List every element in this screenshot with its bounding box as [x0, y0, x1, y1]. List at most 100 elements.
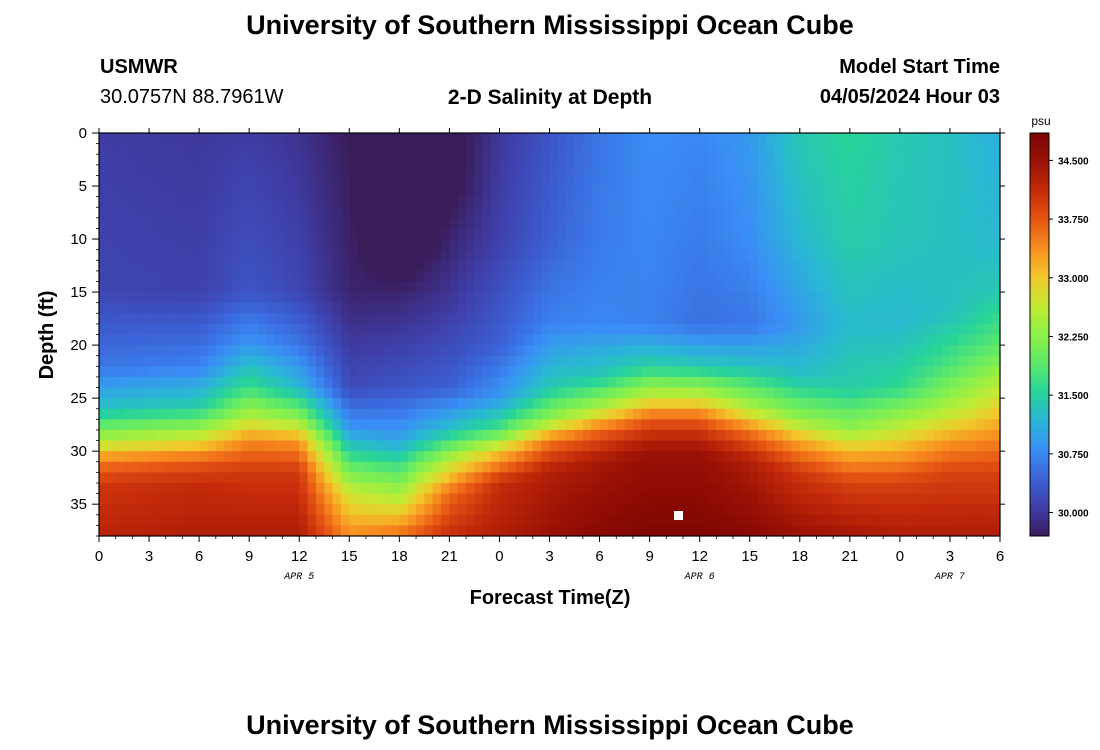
heatmap-cell [149, 196, 158, 208]
heatmap-cell [749, 472, 759, 484]
heatmap-cell [983, 249, 993, 261]
heatmap-cell [282, 504, 292, 516]
heatmap-cell [307, 217, 317, 229]
heatmap-cell [958, 387, 968, 399]
heatmap-cell [124, 525, 133, 537]
heatmap-cell [883, 525, 892, 537]
heatmap-cell [532, 387, 542, 399]
heatmap-cell [607, 217, 617, 229]
heatmap-cell [474, 133, 484, 145]
heatmap-cell [407, 133, 417, 145]
heatmap-cell [791, 228, 801, 240]
heatmap-cell [215, 302, 225, 314]
heatmap-cell [390, 472, 400, 484]
heatmap-cell [557, 514, 567, 526]
heatmap-cell [332, 270, 342, 282]
heatmap-cell [574, 260, 584, 272]
heatmap-cell [724, 514, 734, 526]
heatmap-cell [624, 366, 634, 378]
heatmap-cell [891, 239, 901, 251]
heatmap-cell [657, 302, 667, 314]
heatmap-cell [416, 175, 425, 187]
heatmap-cell [441, 270, 450, 282]
heatmap-cell [249, 440, 258, 452]
heatmap-cell [382, 196, 392, 208]
heatmap-cell [365, 164, 375, 176]
heatmap-cell [224, 525, 233, 537]
heatmap-cell [641, 345, 651, 357]
heatmap-cell [482, 429, 492, 441]
heatmap-cell [199, 376, 208, 388]
heatmap-cell [741, 175, 751, 187]
heatmap-cell [607, 292, 617, 304]
heatmap-cell [708, 387, 717, 399]
heatmap-cell [416, 302, 425, 314]
heatmap-cell [140, 514, 150, 526]
heatmap-cell [240, 334, 250, 346]
heatmap-cell [524, 186, 534, 198]
heatmap-cell [507, 186, 517, 198]
heatmap-cell [674, 154, 684, 166]
heatmap-cell [708, 292, 717, 304]
heatmap-cell [899, 472, 909, 484]
heatmap-cell [774, 164, 784, 176]
model-start-value: 04/05/2024 Hour 03 [819, 86, 1000, 108]
heatmap-cell [282, 313, 292, 325]
heatmap-cell [582, 482, 592, 494]
heatmap-cell [299, 164, 308, 176]
heatmap-cell [390, 525, 400, 537]
heatmap-cell [833, 345, 842, 357]
heatmap-cell [674, 419, 684, 431]
heatmap-cell [524, 419, 534, 431]
heatmap-cell [140, 239, 150, 251]
heatmap-cell [265, 175, 275, 187]
heatmap-cell [332, 281, 342, 293]
heatmap-cell [699, 461, 709, 473]
heatmap-cell [958, 175, 968, 187]
heatmap-cell [674, 366, 684, 378]
heatmap-cell [666, 387, 676, 399]
heatmap-cell [491, 323, 500, 335]
heatmap-cell [190, 207, 200, 219]
heatmap-cell [516, 504, 525, 516]
heatmap-cell [499, 482, 509, 494]
heatmap-cell [666, 302, 676, 314]
heatmap-cell [691, 186, 701, 198]
heatmap-cell [616, 249, 625, 261]
station-coordinates: 30.0757N 88.7961W [100, 86, 284, 108]
heatmap-cell [632, 366, 642, 378]
heatmap-cell [774, 451, 784, 463]
heatmap-cell [441, 154, 450, 166]
heatmap-cell [666, 196, 676, 208]
heatmap-cell [657, 133, 667, 145]
heatmap-cell [724, 143, 734, 155]
heatmap-cell [657, 270, 667, 282]
heatmap-cell [165, 323, 175, 335]
heatmap-cell [99, 429, 108, 441]
heatmap-cell [582, 429, 592, 441]
heatmap-cell [716, 345, 726, 357]
x-tick-label: 9 [645, 548, 653, 565]
heatmap-cell [124, 345, 133, 357]
heatmap-cell [441, 514, 450, 526]
heatmap-cell [107, 482, 117, 494]
heatmap-cell [649, 429, 659, 441]
heatmap-cell [507, 398, 517, 410]
heatmap-cell [199, 207, 208, 219]
heatmap-cell [357, 355, 367, 367]
heatmap-cell [449, 398, 459, 410]
heatmap-cell [332, 398, 342, 410]
heatmap-cell [958, 207, 968, 219]
heatmap-cell [215, 292, 225, 304]
heatmap-cell [958, 292, 968, 304]
heatmap-cell [399, 366, 409, 378]
heatmap-cell [416, 493, 425, 505]
heatmap-cell [699, 514, 709, 526]
heatmap-cell [165, 281, 175, 293]
heatmap-cell [282, 175, 292, 187]
heatmap-cell [274, 398, 283, 410]
heatmap-cell [365, 302, 375, 314]
heatmap-cell [165, 440, 175, 452]
heatmap-cell [390, 366, 400, 378]
heatmap-cell [457, 207, 467, 219]
